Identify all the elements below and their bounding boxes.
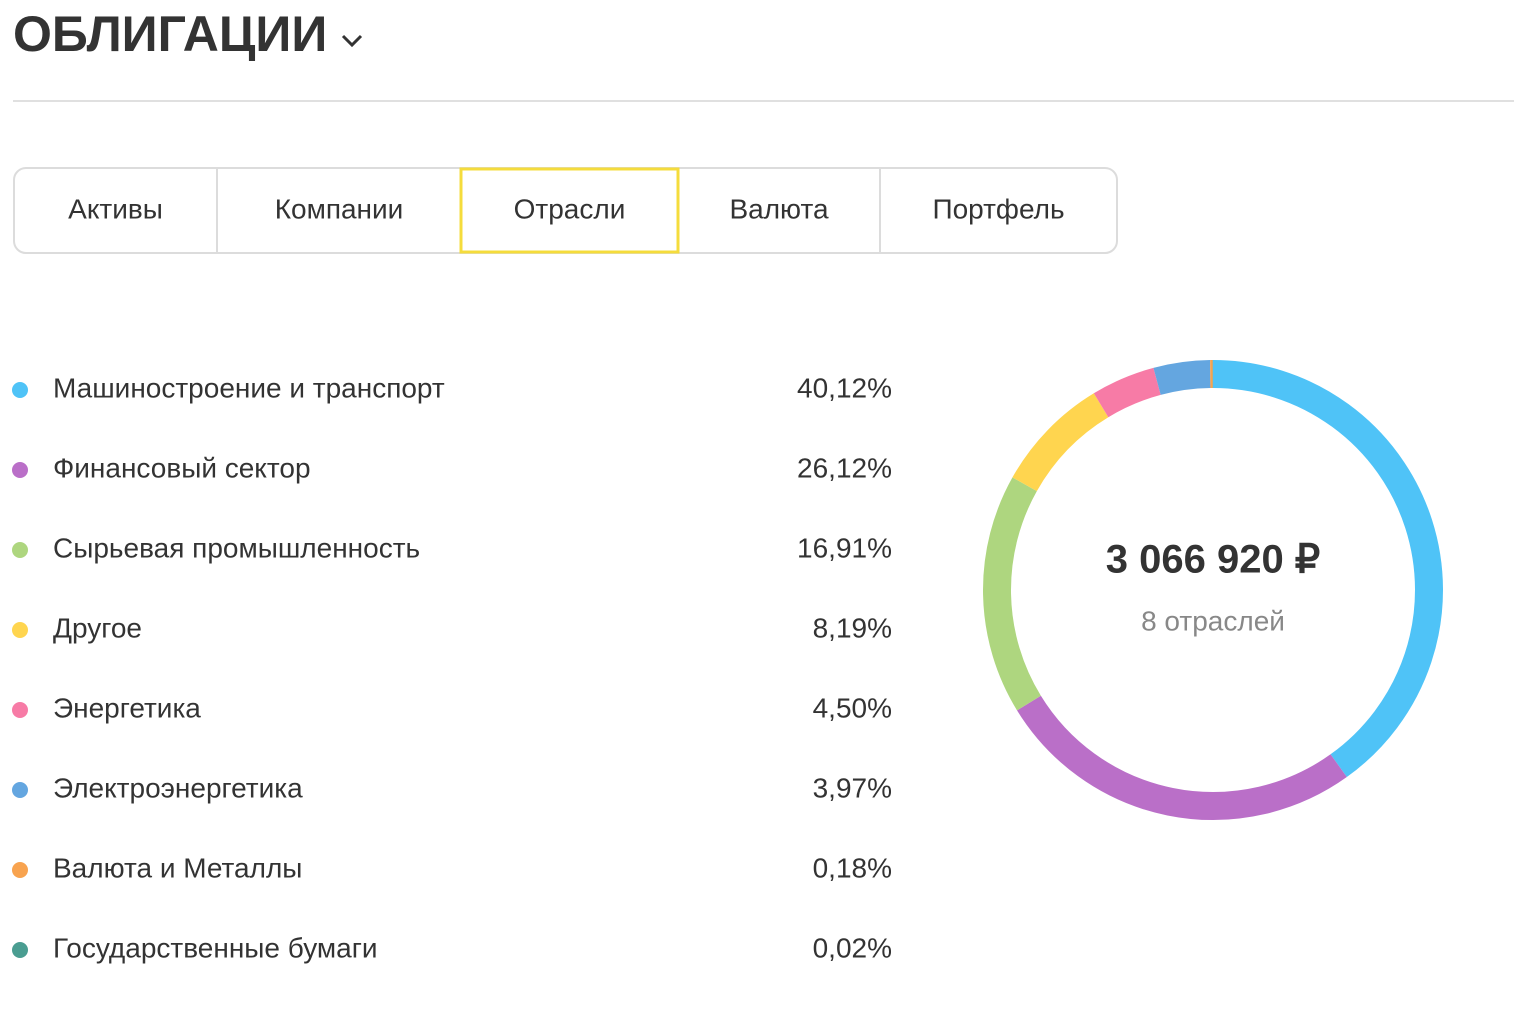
legend-label: Машиностроение и транспорт [53, 372, 445, 403]
legend-dot [12, 382, 28, 398]
tab-label[interactable]: Валюта [729, 193, 828, 224]
donut-segment [1153, 360, 1211, 395]
legend-label: Сырьевая промышленность [53, 532, 420, 563]
donut-segment [983, 477, 1041, 711]
legend: Машиностроение и транспорт 40,12% Финансов… [12, 372, 892, 963]
legend-value: 3,97% [813, 772, 892, 803]
legend-value: 0,18% [813, 852, 892, 883]
tab-label[interactable]: Компании [275, 193, 404, 224]
legend-label: Энергетика [53, 692, 201, 723]
legend-dot [12, 622, 28, 638]
legend-dot [12, 462, 28, 478]
legend-label: Валюта и Металлы [53, 852, 302, 883]
donut-segment [1212, 360, 1443, 778]
legend-value: 16,91% [797, 532, 892, 563]
tab-label[interactable]: Активы [68, 193, 163, 224]
legend-value: 0,02% [813, 932, 892, 963]
donut-segment [1017, 695, 1347, 820]
legend-value: 26,12% [797, 452, 892, 483]
donut-chart [983, 359, 1443, 820]
tabs: Активы Компании Отрасли Валюта Портфель [68, 167, 1065, 254]
donut-segment [1012, 393, 1109, 492]
page-title: ОБЛИГАЦИИ [13, 6, 327, 62]
legend-dot [12, 702, 28, 718]
legend-label: Финансовый сектор [53, 452, 311, 483]
legend-label: Государственные бумаги [53, 932, 378, 963]
tab-active-outline [459, 167, 680, 254]
total-value: 3 066 920 ₽ [1106, 538, 1321, 582]
legend-value: 40,12% [797, 372, 892, 403]
legend-label: Электроэнергетика [53, 772, 303, 803]
dropdown-chevron[interactable] [341, 34, 363, 48]
legend-label: Другое [53, 612, 142, 643]
tab-label[interactable]: Портфель [932, 193, 1064, 224]
total-subtitle: 8 отраслей [1141, 605, 1285, 636]
donut-segment [1093, 367, 1162, 418]
legend-dot [12, 542, 28, 558]
tab-label[interactable]: Отрасли [514, 193, 626, 224]
legend-dot [12, 782, 28, 798]
legend-dot [12, 942, 28, 958]
legend-value: 8,19% [813, 612, 892, 643]
legend-dot [12, 862, 28, 878]
legend-value: 4,50% [813, 692, 892, 723]
